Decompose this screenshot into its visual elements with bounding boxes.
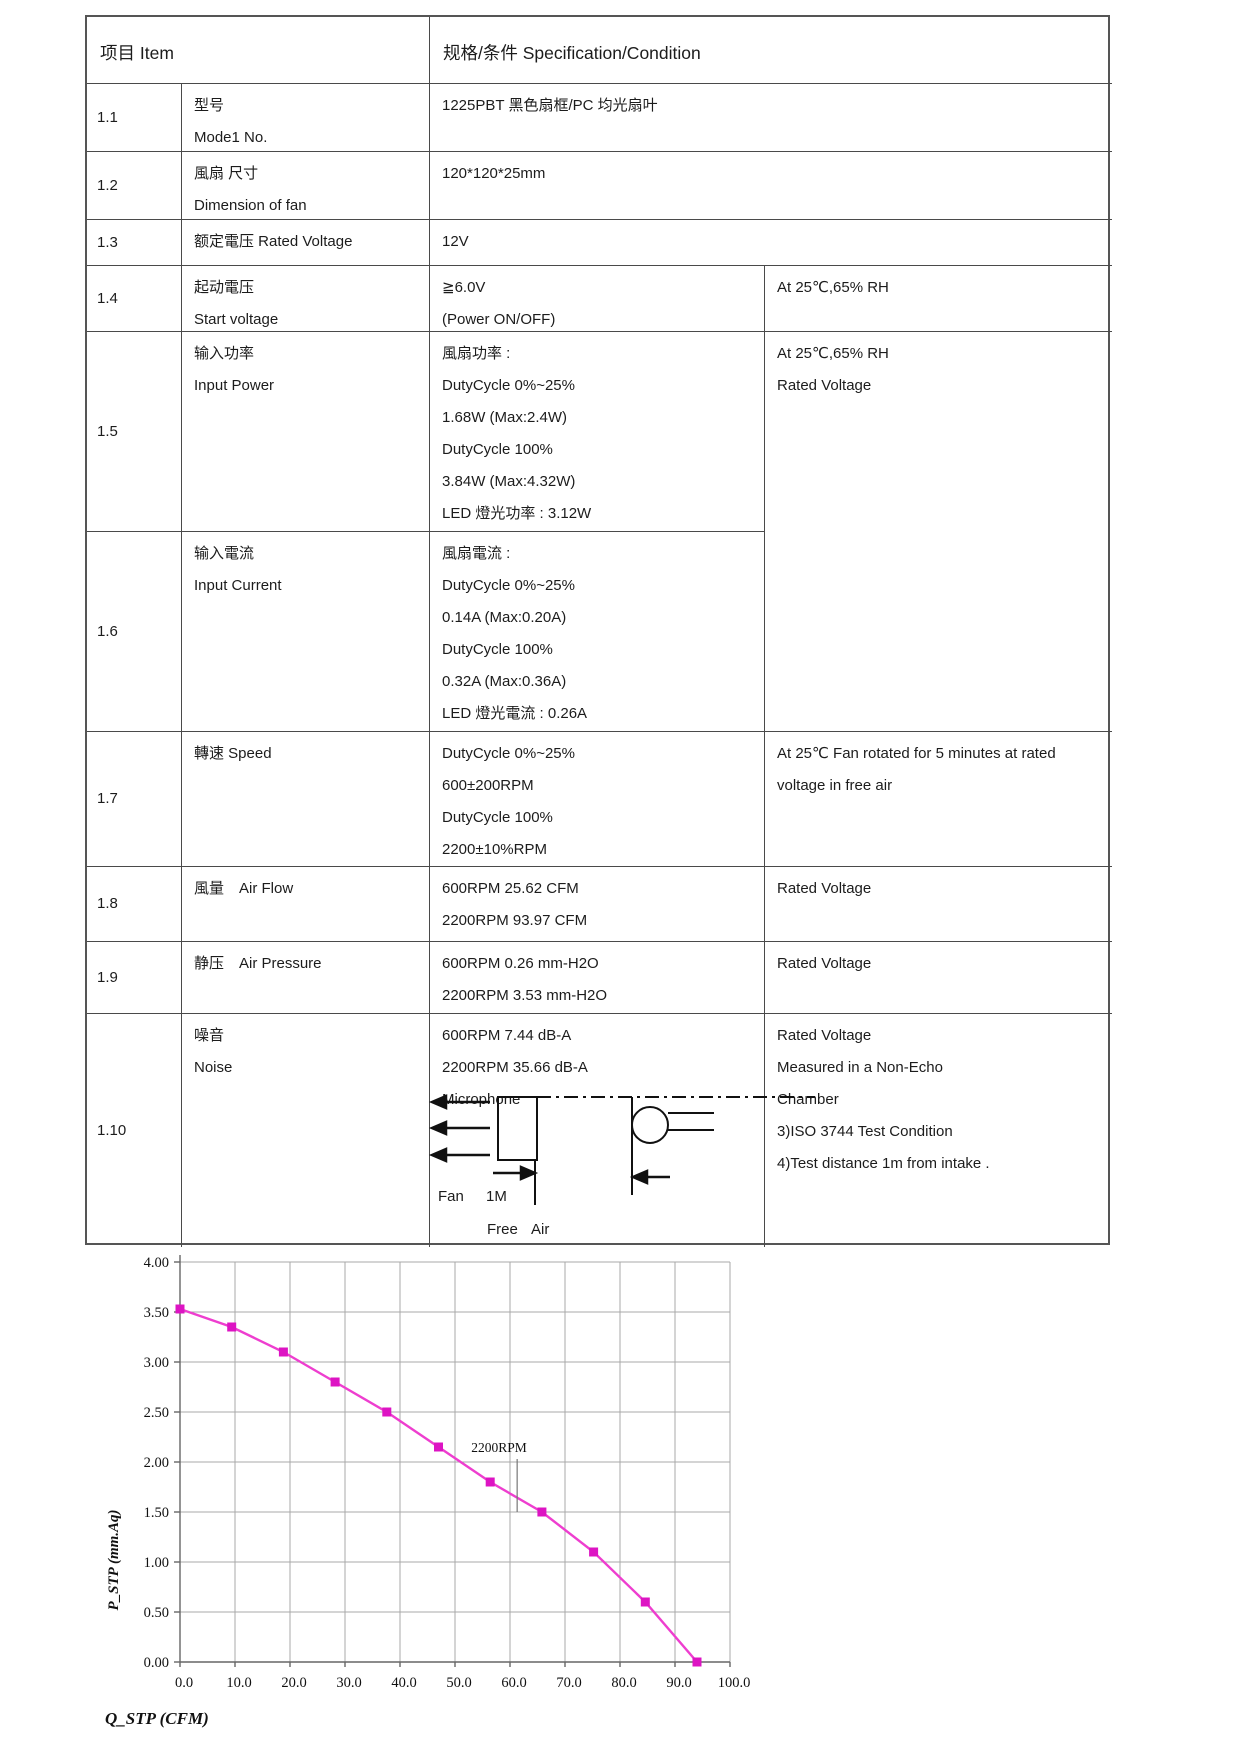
svg-text:3.50: 3.50 — [144, 1305, 169, 1321]
row-1-1-number: 1.1 — [87, 84, 182, 152]
svg-text:10.0: 10.0 — [226, 1675, 251, 1691]
svg-text:4.00: 4.00 — [144, 1255, 169, 1271]
x-axis-title: Q_STP (CFM) — [105, 1709, 209, 1728]
row-1-10-number: 1.10 — [87, 1014, 182, 1247]
row-1-5-number: 1.5 — [87, 332, 182, 532]
row-1-2-item: 風扇 尺寸 Dimension of fan — [182, 152, 430, 220]
row-1-5-spec: 風扇功率 : DutyCycle 0%~25% 1.68W (Max:2.4W) Du… — [430, 332, 765, 532]
svg-text:90.0: 90.0 — [666, 1675, 691, 1691]
row-1-7-item: 轉速 Speed — [182, 732, 430, 867]
row-1-9-spec: 600RPM 0.26 mm-H2O 2200RPM 3.53 mm-H2O — [430, 942, 765, 1014]
series-annotation: 2200RPM — [471, 1440, 527, 1455]
header-specification: 规格/条件 Specification/Condition — [430, 17, 1112, 84]
row-1-3-number: 1.3 — [87, 220, 182, 266]
row-1-8-item: 風量 Air Flow — [182, 867, 430, 942]
row-1-7-condition: At 25℃ Fan rotated for 5 minutes at rate… — [765, 732, 1112, 867]
row-1-8-condition: Rated Voltage — [765, 867, 1112, 942]
svg-text:70.0: 70.0 — [556, 1675, 581, 1691]
row-1-9-condition: Rated Voltage — [765, 942, 1112, 1014]
svg-text:0.50: 0.50 — [144, 1605, 169, 1621]
row-1-8-number: 1.8 — [87, 867, 182, 942]
specification-table: 项目 Item 规格/条件 Specification/Condition 1.… — [85, 15, 1112, 1247]
performance-chart: 0.00 0.50 1.00 1.50 2.00 2.50 3.00 3.50 4.00 0.0 1… — [105, 1255, 751, 1728]
row-1-1-spec: 1225PBT 黑色扇框/PC 均光扇叶 — [430, 84, 1112, 152]
svg-text:50.0: 50.0 — [446, 1675, 471, 1691]
row-1-6-item: 输入電流 Input Current — [182, 532, 430, 732]
row-1-10-spec: 600RPM 7.44 dB-A 2200RPM 35.66 dB-A Microp… — [430, 1014, 765, 1247]
y-axis-title: P_STP (mm.Aq) — [106, 1509, 122, 1610]
row-1-7-number: 1.7 — [87, 732, 182, 867]
diagram-fan-label: Fan — [438, 1188, 464, 1205]
svg-text:0.00: 0.00 — [144, 1655, 169, 1671]
diagram-1m-label: 1M — [486, 1188, 507, 1205]
chart-axes — [174, 1255, 731, 1667]
row-1-5-1-6-condition: At 25℃,65% RH Rated Voltage — [765, 332, 1112, 732]
row-1-1-item: 型号 Mode1 No. — [182, 84, 430, 152]
row-1-10-item: 噪音 Noise — [182, 1014, 430, 1247]
svg-text:60.0: 60.0 — [501, 1675, 526, 1691]
svg-text:100.0: 100.0 — [718, 1675, 751, 1691]
row-1-4-spec: ≧6.0V (Power ON/OFF) — [430, 266, 765, 332]
row-1-9-number: 1.9 — [87, 942, 182, 1014]
row-1-6-spec: 風扇電流 : DutyCycle 0%~25% 0.14A (Max:0.20A) D… — [430, 532, 765, 732]
row-1-5-item: 输入功率 Input Power — [182, 332, 430, 532]
svg-text:20.0: 20.0 — [281, 1675, 306, 1691]
row-1-2-number: 1.2 — [87, 152, 182, 220]
diagram-free-label: Free — [487, 1221, 518, 1238]
row-1-3-item: 额定電压 Rated Voltage — [182, 220, 430, 266]
svg-text:1.50: 1.50 — [144, 1505, 169, 1521]
diagram-air-label: Air — [531, 1221, 550, 1238]
svg-text:0.0: 0.0 — [175, 1675, 193, 1691]
noise-test-diagram — [428, 1094, 815, 1205]
svg-text:80.0: 80.0 — [611, 1675, 636, 1691]
row-1-4-number: 1.4 — [87, 266, 182, 332]
row-1-8-spec: 600RPM 25.62 CFM 2200RPM 93.97 CFM — [430, 867, 765, 942]
row-1-2-spec: 120*120*25mm — [430, 152, 1112, 220]
svg-text:3.00: 3.00 — [144, 1355, 169, 1371]
row-1-3-spec: 12V — [430, 220, 1112, 266]
row-1-9-item: 静压 Air Pressure — [182, 942, 430, 1014]
svg-text:30.0: 30.0 — [336, 1675, 361, 1691]
header-item: 项目 Item — [87, 17, 430, 84]
row-1-6-number: 1.6 — [87, 532, 182, 732]
svg-text:1.00: 1.00 — [144, 1555, 169, 1571]
svg-text:40.0: 40.0 — [391, 1675, 416, 1691]
svg-text:2.00: 2.00 — [144, 1455, 169, 1471]
row-1-4-item: 起动電压 Start voltage — [182, 266, 430, 332]
row-1-4-condition: At 25℃,65% RH — [765, 266, 1112, 332]
svg-text:2.50: 2.50 — [144, 1405, 169, 1421]
row-1-10-condition: Rated Voltage Measured in a Non-Echo Chamb… — [777, 1027, 990, 1172]
row-1-7-spec: DutyCycle 0%~25% 600±200RPM DutyCycle 100%… — [430, 732, 765, 867]
chart-tick-labels: 0.00 0.50 1.00 1.50 2.00 2.50 3.00 3.50 4.00 0.0 1… — [144, 1255, 751, 1691]
series-markers — [175, 1304, 702, 1667]
